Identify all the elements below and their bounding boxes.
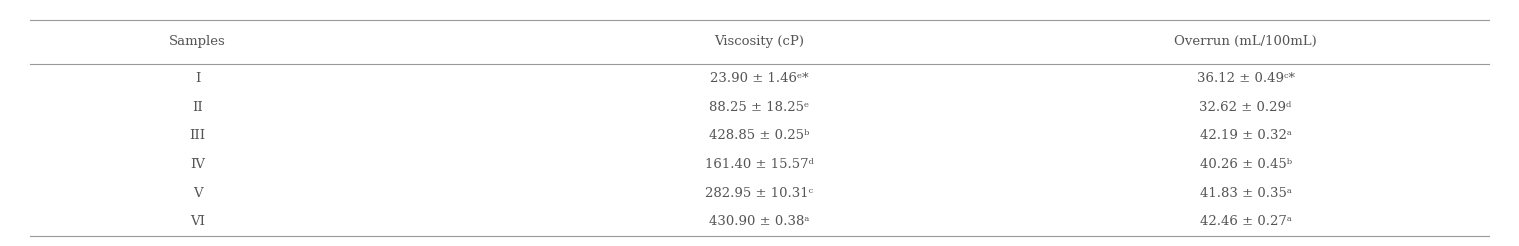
- Text: Viscosity (cP): Viscosity (cP): [714, 35, 805, 48]
- Text: 161.40 ± 15.57ᵈ: 161.40 ± 15.57ᵈ: [705, 158, 814, 171]
- Text: V: V: [193, 187, 202, 200]
- Text: III: III: [190, 129, 205, 142]
- Text: II: II: [191, 101, 204, 113]
- Text: 42.19 ± 0.32ᵃ: 42.19 ± 0.32ᵃ: [1200, 129, 1291, 142]
- Text: 42.46 ± 0.27ᵃ: 42.46 ± 0.27ᵃ: [1200, 215, 1291, 228]
- Text: 23.90 ± 1.46ᵉ*: 23.90 ± 1.46ᵉ*: [711, 72, 808, 85]
- Text: 430.90 ± 0.38ᵃ: 430.90 ± 0.38ᵃ: [709, 215, 810, 228]
- Text: 41.83 ± 0.35ᵃ: 41.83 ± 0.35ᵃ: [1200, 187, 1291, 200]
- Text: 428.85 ± 0.25ᵇ: 428.85 ± 0.25ᵇ: [709, 129, 810, 142]
- Text: Overrun (mL/100mL): Overrun (mL/100mL): [1174, 35, 1317, 48]
- Text: 40.26 ± 0.45ᵇ: 40.26 ± 0.45ᵇ: [1200, 158, 1291, 171]
- Text: 88.25 ± 18.25ᵉ: 88.25 ± 18.25ᵉ: [709, 101, 810, 113]
- Text: 36.12 ± 0.49ᶜ*: 36.12 ± 0.49ᶜ*: [1197, 72, 1294, 85]
- Text: 32.62 ± 0.29ᵈ: 32.62 ± 0.29ᵈ: [1200, 101, 1291, 113]
- Text: IV: IV: [190, 158, 205, 171]
- Text: 282.95 ± 10.31ᶜ: 282.95 ± 10.31ᶜ: [705, 187, 814, 200]
- Text: I: I: [194, 72, 201, 85]
- Text: Samples: Samples: [169, 35, 226, 48]
- Text: VI: VI: [190, 215, 205, 228]
